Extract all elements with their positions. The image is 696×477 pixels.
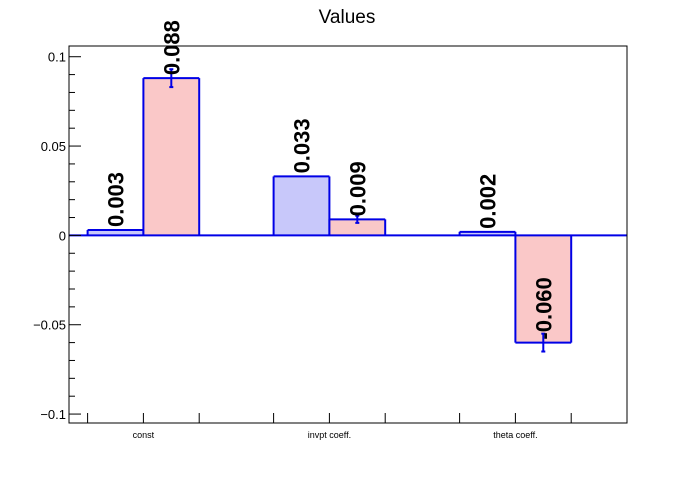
bar-value-label: 0.002 [476,174,501,229]
bar [515,235,572,343]
bar [143,78,200,236]
y-tick-label: 0.05 [41,139,66,154]
labels-layer: 0.003 0.033 0.002 0.088 0.009 -0.060 [104,20,557,339]
x-axis: const invpt coeff. theta coeff. [87,413,572,440]
bar-value-label: 0.088 [159,20,184,75]
chart-title: Values [319,7,376,28]
y-tick-label: −0.05 [33,318,66,333]
x-category-label: const [133,430,155,440]
bar [273,176,330,236]
bar [87,230,144,236]
plot-frame [68,45,628,424]
bar [329,219,386,236]
bar-value-label: 0.033 [290,118,315,173]
y-axis: −0.1 −0.05 0 0.05 0.1 [33,50,81,422]
bar-value-label: 0.009 [345,161,370,216]
y-tick-label: 0.1 [48,50,66,65]
y-tick-label: −0.1 [40,407,66,422]
bar-value-label: 0.003 [104,172,129,227]
bar [459,231,516,236]
x-category-label: theta coeff. [493,430,537,440]
bars-layer [69,68,627,353]
x-category-label: invpt coeff. [308,430,351,440]
y-tick-label: 0 [59,228,66,243]
bar-value-label: -0.060 [531,277,556,339]
